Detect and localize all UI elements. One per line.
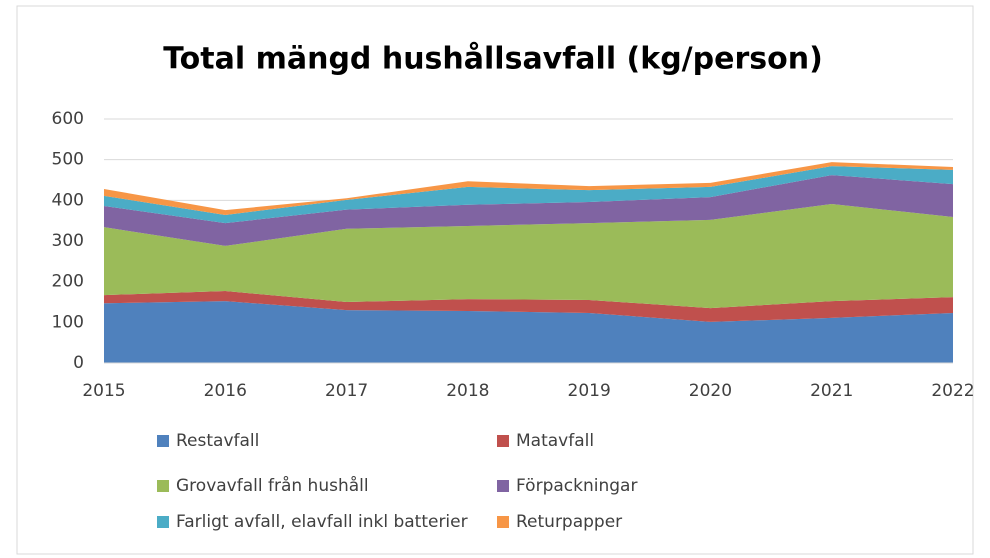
y-tick-label: 300 <box>52 231 84 251</box>
x-tick-label: 2021 <box>810 381 853 401</box>
y-tick-label: 0 <box>73 353 84 373</box>
legend-label: Restavfall <box>176 431 259 451</box>
area <box>104 301 953 363</box>
y-tick-label: 400 <box>52 190 84 210</box>
area <box>104 162 953 215</box>
chart-title: Total mängd hushållsavfall (kg/person) <box>163 41 823 77</box>
legend-label: Grovavfall från hushåll <box>176 475 369 496</box>
legend-swatch <box>157 480 169 492</box>
x-tick-label: 2020 <box>689 381 732 401</box>
area <box>104 203 953 309</box>
legend-label: Returpapper <box>516 512 622 532</box>
legend-label: Förpackningar <box>516 476 637 496</box>
legend-swatch <box>497 435 509 447</box>
area <box>104 166 953 224</box>
x-tick-label: 2018 <box>446 381 489 401</box>
x-tick-label: 2017 <box>325 381 368 401</box>
legend-label: Farligt avfall, elavfall inkl batterier <box>176 512 468 532</box>
y-tick-label: 500 <box>52 150 84 170</box>
legend-swatch <box>497 516 509 528</box>
y-tick-label: 100 <box>52 312 84 332</box>
legend-swatch <box>157 435 169 447</box>
area <box>104 175 953 246</box>
legend-swatch <box>157 516 169 528</box>
x-tick-label: 2022 <box>931 381 974 401</box>
x-tick-label: 2019 <box>568 381 611 401</box>
y-tick-label: 200 <box>52 272 84 292</box>
x-tick-label: 2015 <box>82 381 125 401</box>
x-tick-label: 2016 <box>204 381 247 401</box>
legend-label: Matavfall <box>516 431 594 451</box>
y-tick-label: 600 <box>52 109 84 129</box>
legend-swatch <box>497 480 509 492</box>
area <box>104 291 953 322</box>
